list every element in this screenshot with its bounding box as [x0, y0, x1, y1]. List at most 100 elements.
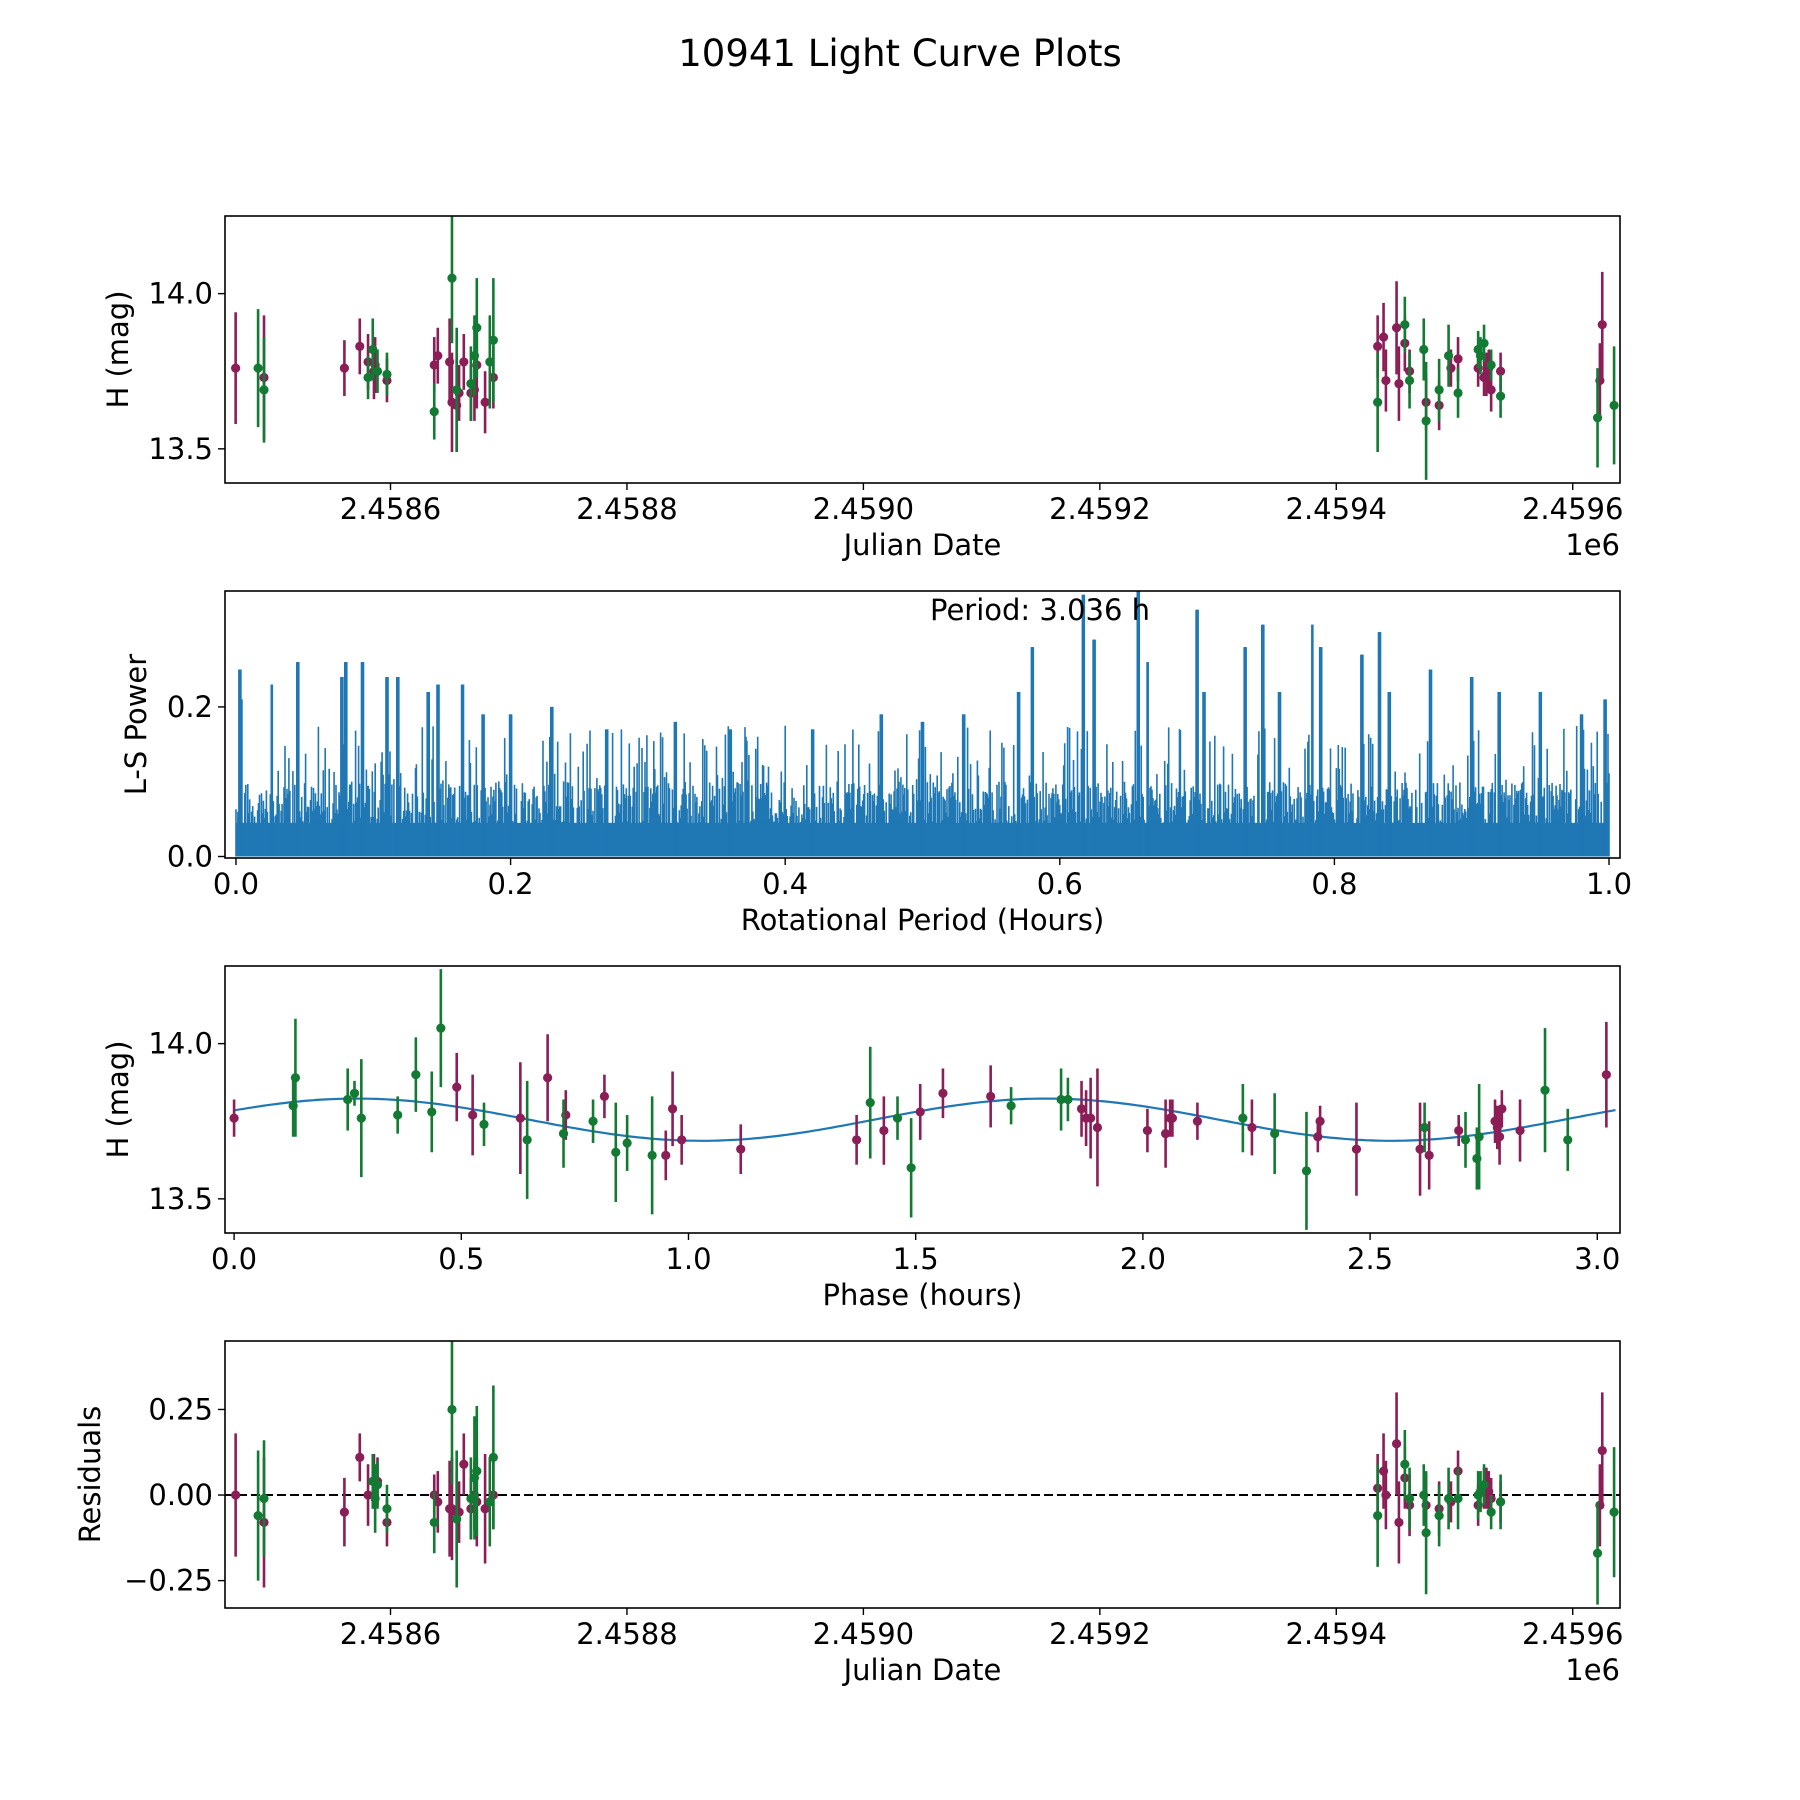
y-tick-label: 0.00: [148, 1478, 213, 1512]
axes-frame: [224, 215, 1621, 484]
data-point: [488, 335, 498, 345]
data-point: [1247, 1122, 1257, 1133]
data-point: [1443, 351, 1454, 361]
data-point: [1601, 1070, 1611, 1080]
data-point: [1495, 1497, 1506, 1507]
x-tick-label: 0.0: [211, 1242, 257, 1276]
data-point: [1142, 1125, 1153, 1136]
x-tick-label: 2.5: [1347, 1242, 1393, 1276]
x-tick-label: 2.4586: [340, 492, 441, 526]
y-tick-label: 14.0: [148, 1027, 213, 1061]
data-point: [1419, 344, 1429, 355]
data-point: [1453, 1493, 1463, 1504]
plot-area: [235, 591, 1610, 857]
x-tick-label: 2.4592: [1049, 1617, 1150, 1651]
data-point: [1270, 1129, 1280, 1139]
data-point: [452, 385, 462, 395]
data-point: [1453, 388, 1463, 398]
data-point: [229, 1113, 239, 1123]
data-point: [1313, 1132, 1323, 1142]
x-tick-label: 2.4588: [576, 492, 677, 526]
data-point: [1238, 1113, 1248, 1123]
data-point: [468, 1110, 478, 1120]
data-point: [1400, 1459, 1410, 1469]
data-point: [1492, 1122, 1502, 1133]
data-point: [661, 1150, 671, 1160]
data-point: [1609, 1507, 1619, 1517]
data-point: [543, 1073, 553, 1083]
data-point: [1495, 391, 1506, 401]
data-point: [1373, 397, 1383, 407]
data-point: [427, 1107, 437, 1117]
data-point: [1597, 320, 1607, 330]
data-point: [459, 1459, 469, 1469]
y-axis-label: H (mag): [101, 290, 135, 408]
x-tick-label: 2.4596: [1522, 1617, 1623, 1651]
data-point: [1415, 1144, 1425, 1154]
data-point: [677, 1135, 687, 1145]
data-point: [1063, 1094, 1073, 1105]
data-point: [1592, 1548, 1603, 1558]
data-point: [588, 1116, 598, 1126]
y-tick-label: 14.0: [148, 277, 213, 311]
axes-frame: [224, 965, 1621, 1234]
data-point: [879, 1125, 889, 1136]
data-point: [1434, 1510, 1444, 1521]
data-point: [1373, 341, 1383, 351]
data-point: [1056, 1094, 1066, 1105]
data-point: [1597, 1445, 1607, 1456]
x-offset-label: 1e6: [1565, 1653, 1620, 1687]
data-point: [1006, 1101, 1016, 1111]
plot-area: [225, 1341, 1620, 1605]
data-point: [480, 397, 490, 407]
x-tick-label: 0.8: [1311, 867, 1357, 901]
data-point: [522, 1135, 532, 1145]
data-point: [1092, 1122, 1103, 1133]
data-point: [865, 1098, 875, 1108]
data-point: [452, 1514, 462, 1524]
data-point: [1592, 413, 1603, 423]
data-point: [938, 1088, 948, 1098]
data-point: [667, 1104, 678, 1114]
panel-periodogram: Period: 3.036 h 0.0 0.2 0.4 0.6 0.8 1.0 0.0 0.2 R…: [119, 590, 1632, 937]
data-point: [452, 1082, 462, 1092]
data-point: [1434, 385, 1444, 395]
data-point: [355, 341, 365, 351]
data-point: [736, 1144, 746, 1154]
y-axis-label: Residuals: [73, 1406, 107, 1544]
data-point: [372, 366, 383, 376]
x-tick-label: 2.4594: [1286, 1617, 1387, 1651]
data-point: [906, 1163, 916, 1173]
data-point: [1479, 338, 1489, 348]
data-point: [1394, 379, 1404, 389]
data-point: [447, 1404, 457, 1415]
data-point: [1081, 1113, 1091, 1123]
plot-area: [229, 969, 1616, 1230]
data-point: [915, 1107, 925, 1117]
data-point: [1609, 400, 1619, 410]
axes-frame: [224, 590, 1621, 859]
data-point: [1454, 1125, 1464, 1136]
x-tick-label: 1.0: [1586, 867, 1632, 901]
data-point: [447, 273, 457, 283]
data-point: [1378, 332, 1389, 342]
x-tick-label: 2.4586: [340, 1617, 441, 1651]
data-point: [436, 1023, 446, 1033]
data-point: [1351, 1144, 1362, 1154]
data-point: [1076, 1104, 1087, 1114]
data-point: [558, 1129, 569, 1139]
x-tick-label: 0.0: [213, 867, 259, 901]
data-point: [1161, 1129, 1171, 1139]
data-point: [1373, 1510, 1383, 1521]
plot-area: [231, 216, 1619, 480]
y-tick-label: −0.25: [124, 1564, 213, 1598]
data-point: [433, 351, 443, 361]
data-point: [259, 385, 269, 395]
data-point: [429, 406, 439, 417]
data-point: [1400, 320, 1410, 330]
data-point: [1421, 1528, 1431, 1538]
x-tick-label: 3.0: [1574, 1242, 1620, 1276]
x-axis-label: Rotational Period (Hours): [741, 903, 1105, 937]
x-tick-label: 2.0: [1120, 1242, 1166, 1276]
y-axis-label: H (mag): [101, 1040, 135, 1158]
